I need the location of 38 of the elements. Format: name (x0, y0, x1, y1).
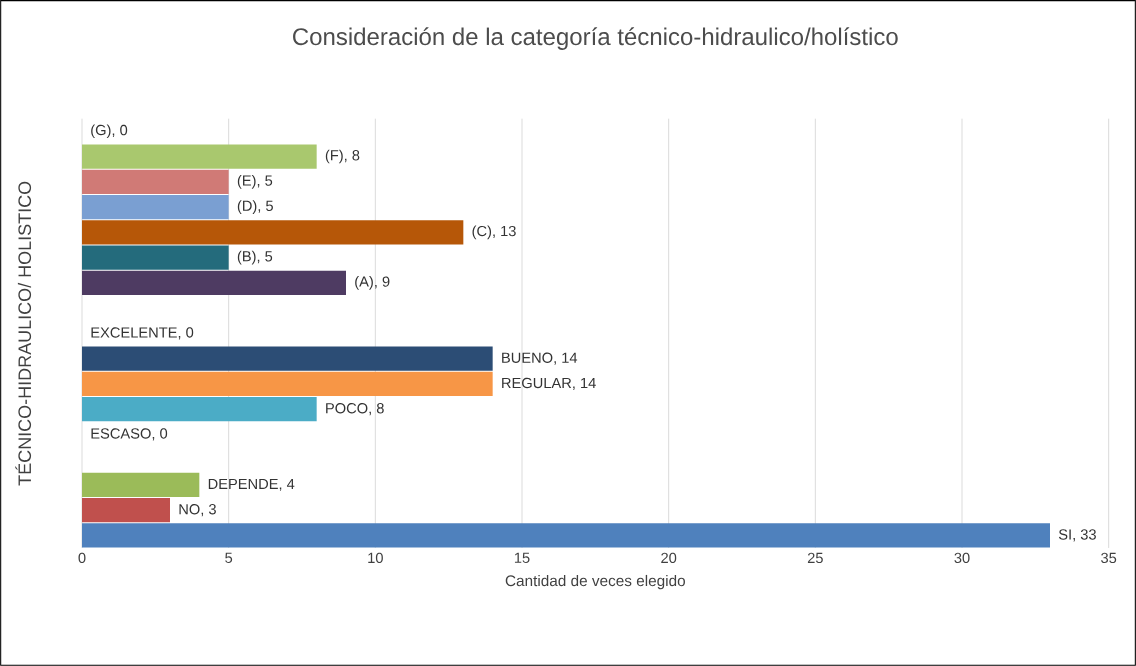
data-label: REGULAR, 14 (502, 377, 596, 390)
bar (82, 220, 464, 245)
data-label: (G), 0 (91, 124, 128, 139)
x-tick-label: 30 (954, 552, 970, 564)
bar (82, 270, 346, 295)
bar (82, 144, 317, 169)
bar (82, 169, 229, 194)
x-tick-label: 35 (1101, 552, 1117, 564)
data-label: (B), 5 (237, 250, 273, 265)
bar (82, 472, 200, 497)
bar (82, 523, 1050, 548)
chart-title: Consideración de la categoría técnico-hidraulico/holístico (293, 27, 898, 50)
data-label: DEPENDE, 4 (208, 478, 295, 491)
x-tick-label: 25 (807, 552, 823, 564)
data-label: ESCASO, 0 (91, 428, 168, 441)
data-label: BUENO, 14 (502, 352, 578, 365)
data-label: (E), 5 (237, 174, 273, 189)
x-tick-label: 10 (368, 552, 383, 564)
data-label: EXCELENTE, 0 (91, 327, 194, 340)
x-tick-label: 0 (78, 552, 86, 564)
data-label: (C), 13 (472, 225, 516, 240)
data-label: NO, 3 (179, 504, 216, 517)
data-label: (D), 5 (237, 200, 273, 214)
data-label: POCO, 8 (326, 403, 384, 416)
data-label: SI, 33 (1058, 529, 1096, 542)
x-tick-label: 15 (514, 552, 530, 563)
data-label: (A), 9 (355, 275, 390, 290)
y-axis-title: TÉCNICO-HIDRAULICO/ HOLISTICO (15, 181, 32, 486)
bar (82, 497, 170, 523)
bar (82, 346, 493, 371)
bar (82, 245, 229, 270)
bar (82, 371, 493, 396)
x-tick-label: 20 (661, 552, 677, 564)
bar (82, 194, 229, 220)
x-tick-label: 5 (225, 552, 233, 563)
x-axis-title: Cantidad de veces elegido (505, 574, 685, 590)
bar (82, 396, 317, 422)
data-label: (F), 8 (325, 149, 360, 164)
